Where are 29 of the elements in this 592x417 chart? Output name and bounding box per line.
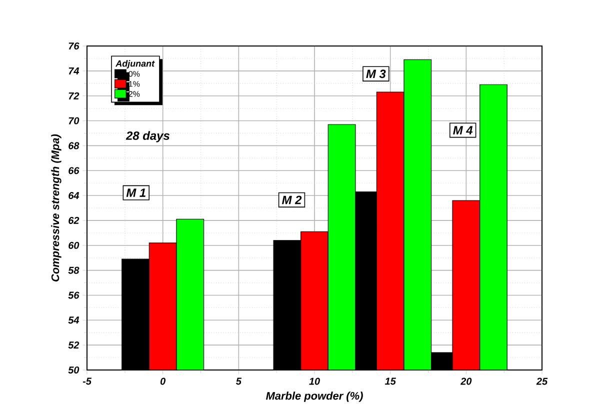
y-tick-label: 50 [68,366,80,374]
y-tick-label: 72 [68,92,80,100]
y-tick-label: 66 [68,167,80,174]
y-axis-title: Compressive strength (Mpa) [51,134,62,282]
legend-title: Adjunant [115,60,155,68]
annotation: M 2 [282,196,302,204]
x-tick-label: 10 [309,378,320,385]
y-tick-label: 74 [68,67,80,74]
annotation: M 4 [453,126,473,134]
y-tick-label: 68 [68,142,80,150]
y-tick-label: 70 [68,117,80,124]
x-tick-label: 0 [160,378,166,385]
x-tick-label: 15 [384,378,396,385]
y-tick-label: 52 [68,342,80,349]
y-tick-label: 64 [68,192,80,200]
x-tick-label: 25 [536,378,548,385]
y-tick-label: 58 [68,266,80,274]
x-tick-label: 20 [460,378,472,385]
y-tick-label: 62 [68,216,80,224]
annotation: M 3 [366,70,386,78]
x-tick-label: -5 [82,378,92,385]
annotation: 28 days [126,131,170,142]
y-tick-label: 60 [68,242,80,249]
x-tick-label: 5 [236,378,242,385]
y-tick-label: 76 [68,42,80,50]
y-tick-label: 54 [68,316,80,324]
y-tick-label: 56 [68,292,80,299]
annotation: M 1 [126,188,146,197]
x-axis-title: Marble powder (%) [266,392,363,402]
